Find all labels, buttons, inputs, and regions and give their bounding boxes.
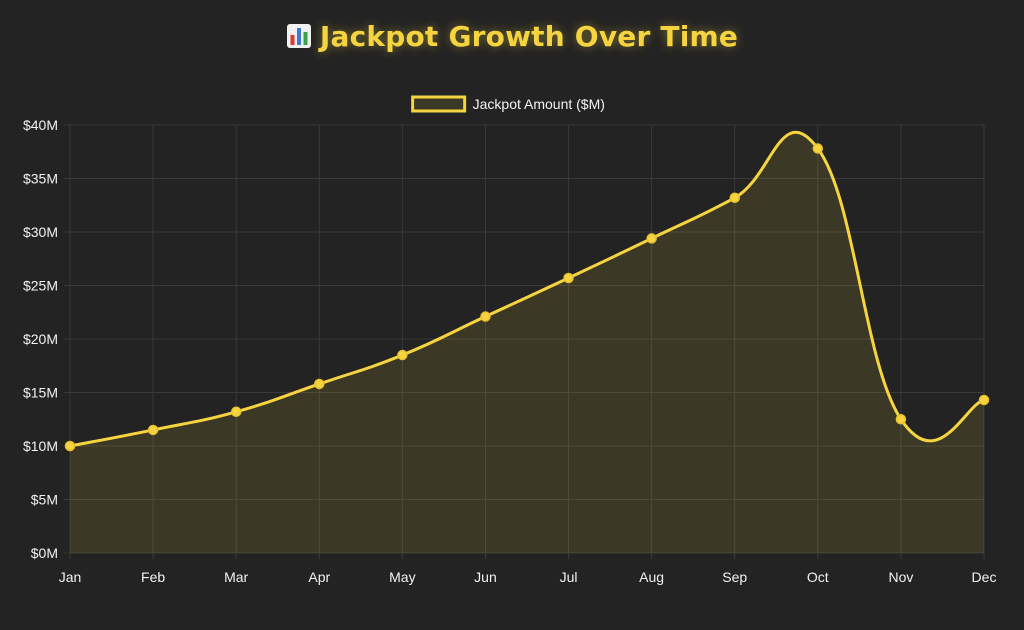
y-tick-label: $5M (31, 492, 58, 508)
x-tick-label: Sep (722, 569, 747, 585)
x-tick-label: Aug (639, 569, 664, 585)
data-point (147, 424, 159, 436)
series-area (70, 132, 984, 554)
y-tick-label: $0M (31, 545, 58, 561)
data-point (230, 406, 242, 418)
y-tick-label: $10M (23, 438, 58, 454)
bar-chart-icon (286, 23, 312, 49)
x-tick-label: Dec (972, 569, 997, 585)
y-tick-label: $15M (23, 385, 58, 401)
y-tick-label: $35M (23, 171, 58, 187)
y-tick-label: $25M (23, 278, 58, 294)
chart-title-text: Jackpot Growth Over Time (319, 20, 739, 53)
data-point (314, 378, 325, 390)
data-point (563, 272, 574, 284)
legend-label: Jackpot Amount ($M) (473, 96, 605, 112)
legend-swatch (411, 95, 467, 113)
x-tick-label: Mar (224, 569, 248, 585)
data-point (729, 192, 740, 204)
x-tick-label: Jul (560, 569, 578, 585)
data-point (895, 414, 907, 425)
chart-title: Jackpot Growth Over Time (0, 20, 1024, 53)
data-point (978, 394, 990, 406)
data-point (646, 233, 657, 244)
data-point (64, 440, 76, 452)
y-tick-label: $40M (23, 117, 58, 133)
x-tick-label: Jan (59, 569, 82, 585)
data-point (812, 143, 824, 154)
x-tick-label: May (389, 569, 415, 585)
x-tick-label: Apr (308, 569, 330, 585)
x-tick-label: Jun (474, 569, 497, 585)
x-tick-label: Feb (141, 569, 165, 585)
y-tick-label: $30M (23, 224, 58, 240)
y-tick-label: $20M (23, 331, 58, 347)
x-tick-label: Nov (888, 569, 913, 585)
data-point (397, 349, 408, 361)
data-point (480, 311, 491, 322)
x-tick-label: Oct (807, 569, 829, 585)
